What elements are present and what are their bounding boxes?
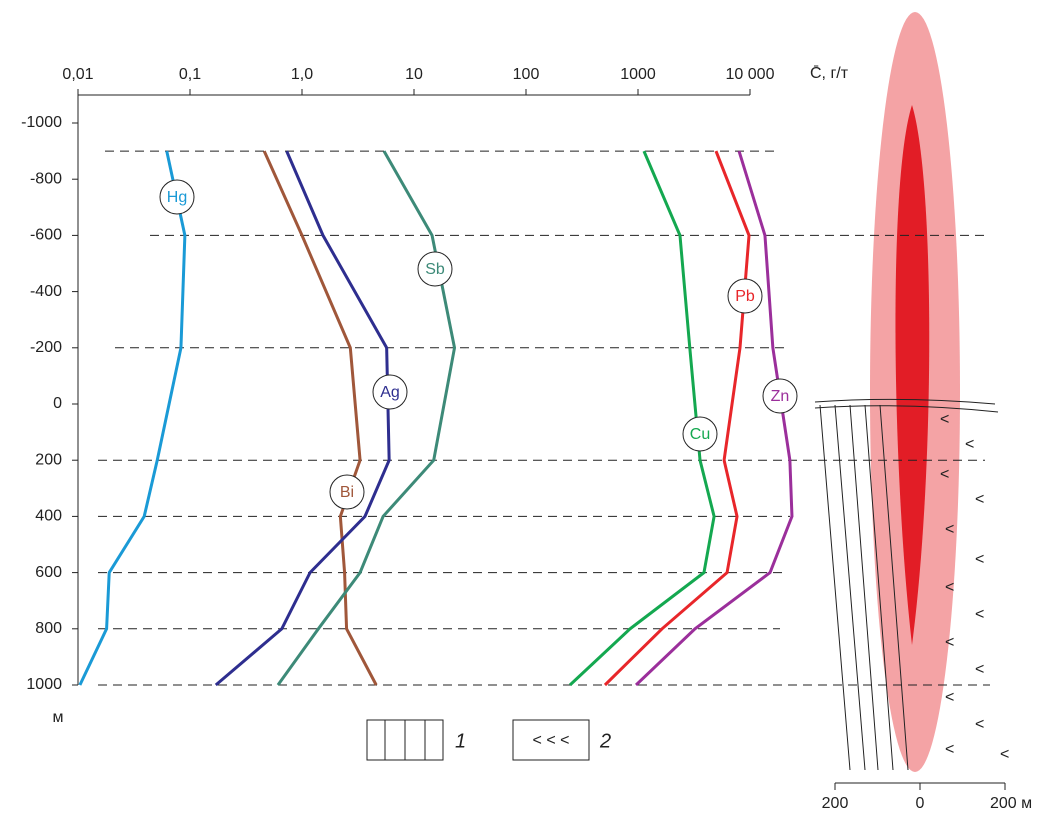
series-label-circle — [159, 179, 195, 215]
series-label-circle — [762, 378, 798, 414]
series-label: Pb — [735, 288, 755, 305]
strata — [819, 404, 909, 771]
series-label: Cu — [690, 426, 710, 443]
legend-label: 2 — [599, 730, 611, 752]
series-line — [78, 150, 187, 686]
rock-symbol: < — [940, 411, 949, 428]
x-tick-label: 10 000 — [726, 66, 775, 83]
rock-symbol: < — [945, 634, 954, 651]
rock-symbol: < — [940, 466, 949, 483]
y-tick-label: 1000 — [26, 676, 62, 693]
rock-symbol: < — [975, 716, 984, 733]
series-label-circle — [372, 374, 408, 410]
series-line — [276, 150, 457, 686]
x-tick-label: 10 — [405, 66, 423, 83]
scale-label: 200 м — [990, 795, 1032, 812]
rock-symbol: < — [945, 741, 954, 758]
series-label-circle — [329, 474, 365, 510]
legend: 1 < < < 2 — [366, 719, 611, 761]
x-tick-label: 1,0 — [291, 66, 313, 83]
x-axis-label: C̄, г/т — [810, 65, 849, 82]
rock-symbol: < — [1000, 746, 1009, 763]
series-line — [214, 150, 391, 687]
series-line — [634, 150, 794, 687]
rock-symbol: < — [975, 661, 984, 678]
series-label-circle — [727, 278, 763, 314]
y-tick-label: -200 — [30, 339, 62, 356]
scale-label: 0 — [916, 795, 925, 812]
y-tick-label: -1000 — [21, 114, 62, 131]
rock-symbol: < — [945, 689, 954, 706]
series-line — [568, 150, 716, 687]
x-tick-label: 0,01 — [62, 66, 93, 83]
legend-swatch — [512, 719, 590, 761]
series-label-circle — [417, 251, 453, 287]
y-tick-label: 800 — [35, 620, 62, 637]
legend-label: 1 — [455, 730, 466, 752]
scale-label: 200 — [822, 795, 849, 812]
geologic-section: 200 0 200 м < < < < < < < < < < < < < < — [814, 12, 1032, 812]
rock-symbol: < — [945, 579, 954, 596]
y-tick-label: -800 — [30, 170, 62, 187]
rock-symbol: < — [975, 551, 984, 568]
legend-hatch: < < < — [533, 732, 570, 749]
y-tick-label: 400 — [35, 508, 62, 525]
series-label: Ag — [380, 384, 400, 401]
legend-hatch — [384, 720, 426, 760]
series-line — [603, 150, 751, 687]
x-tick-label: 100 — [513, 66, 540, 83]
y-tick-label: -600 — [30, 227, 62, 244]
rock-symbol: < — [975, 491, 984, 508]
y-axis-label: м — [53, 709, 64, 726]
series-label: Hg — [167, 189, 187, 206]
rock-symbol: < — [965, 436, 974, 453]
series-label: Sb — [425, 261, 445, 278]
halo-inner — [895, 105, 930, 645]
y-tick-label: -400 — [30, 283, 62, 300]
x-tick-label: 1000 — [620, 66, 656, 83]
rock-symbol: < — [975, 606, 984, 623]
x-tick-label: 0,1 — [179, 66, 201, 83]
rock-symbol: < — [945, 521, 954, 538]
surface — [814, 398, 999, 413]
series-label-circle — [682, 416, 718, 452]
series-label: Bi — [340, 484, 354, 501]
y-tick-label: 600 — [35, 564, 62, 581]
series-label: Zn — [771, 388, 790, 405]
y-tick-label: 200 — [35, 451, 62, 468]
y-tick-label: 0 — [53, 395, 62, 412]
